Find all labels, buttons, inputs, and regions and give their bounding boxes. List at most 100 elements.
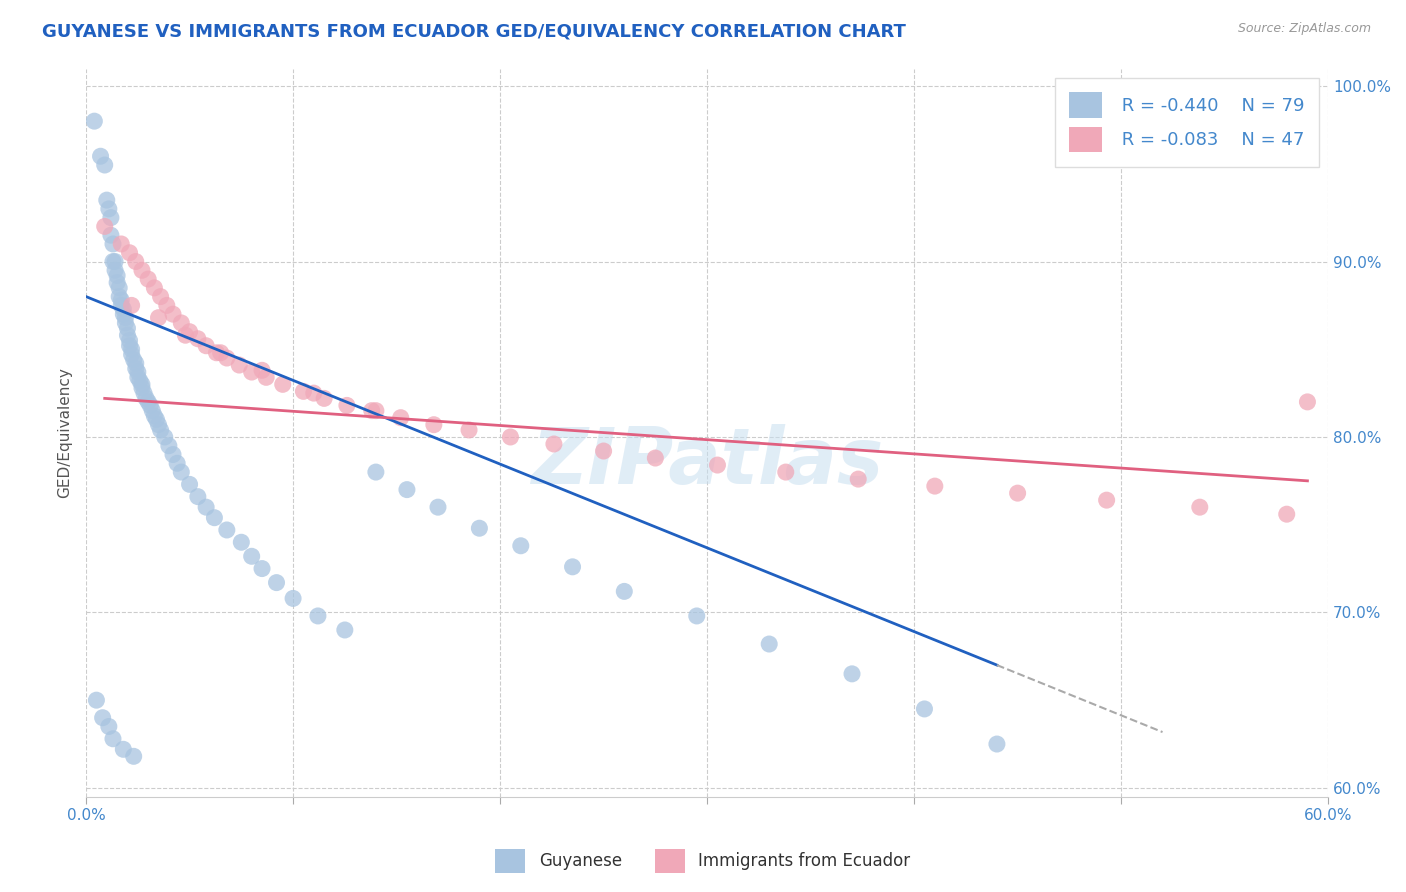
- Point: [121, 298, 143, 312]
- Point: [118, 334, 141, 348]
- Point: [205, 345, 228, 359]
- Point: [758, 637, 780, 651]
- Point: [125, 254, 148, 268]
- Point: [91, 711, 114, 725]
- Point: [90, 149, 112, 163]
- Point: [179, 325, 201, 339]
- Point: [110, 237, 132, 252]
- Point: [228, 358, 250, 372]
- Point: [83, 114, 105, 128]
- Point: [149, 290, 172, 304]
- Point: [112, 742, 135, 756]
- Point: [215, 351, 238, 365]
- Point: [266, 575, 288, 590]
- Point: [141, 403, 163, 417]
- Point: [1275, 507, 1298, 521]
- Point: [145, 412, 167, 426]
- Point: [162, 448, 184, 462]
- Point: [100, 228, 122, 243]
- Text: GUYANESE VS IMMIGRANTS FROM ECUADOR GED/EQUIVALENCY CORRELATION CHART: GUYANESE VS IMMIGRANTS FROM ECUADOR GED/…: [42, 22, 905, 40]
- Point: [179, 477, 201, 491]
- Point: [204, 510, 226, 524]
- Point: [1188, 500, 1211, 515]
- Point: [250, 363, 273, 377]
- Point: [122, 352, 145, 367]
- Point: [166, 456, 188, 470]
- Point: [156, 298, 179, 312]
- Point: [240, 549, 263, 564]
- Point: [240, 365, 263, 379]
- Point: [136, 395, 159, 409]
- Point: [775, 465, 797, 479]
- Point: [292, 384, 315, 399]
- Point: [136, 272, 159, 286]
- Point: [101, 731, 124, 746]
- Point: [509, 539, 531, 553]
- Point: [105, 276, 128, 290]
- Point: [153, 430, 176, 444]
- Point: [162, 307, 184, 321]
- Point: [110, 293, 132, 307]
- Point: [131, 263, 153, 277]
- Point: [841, 666, 863, 681]
- Point: [131, 381, 153, 395]
- Point: [209, 345, 232, 359]
- Point: [100, 211, 122, 225]
- Point: [706, 458, 728, 472]
- Point: [846, 472, 869, 486]
- Point: [127, 365, 149, 379]
- Point: [118, 339, 141, 353]
- Point: [336, 398, 359, 412]
- Point: [170, 465, 193, 479]
- Point: [105, 268, 128, 283]
- Point: [644, 450, 666, 465]
- Point: [101, 237, 124, 252]
- Point: [986, 737, 1008, 751]
- Point: [108, 281, 131, 295]
- Text: Source: ZipAtlas.com: Source: ZipAtlas.com: [1237, 22, 1371, 36]
- Point: [114, 310, 136, 325]
- Point: [108, 290, 131, 304]
- Point: [135, 392, 157, 406]
- Text: ZIPatlas: ZIPatlas: [531, 424, 883, 500]
- Point: [104, 254, 127, 268]
- Point: [499, 430, 522, 444]
- Point: [148, 417, 170, 432]
- Point: [149, 423, 172, 437]
- Point: [86, 693, 108, 707]
- Point: [389, 410, 412, 425]
- Point: [271, 377, 294, 392]
- Point: [125, 361, 148, 376]
- Point: [360, 403, 382, 417]
- Legend: Guyanese, Immigrants from Ecuador: Guyanese, Immigrants from Ecuador: [489, 842, 917, 880]
- Point: [307, 609, 329, 624]
- Legend:  R = -0.440    N = 79,  R = -0.083    N = 47: R = -0.440 N = 79, R = -0.083 N = 47: [1054, 78, 1319, 167]
- Point: [195, 500, 218, 515]
- Point: [122, 749, 145, 764]
- Point: [364, 465, 387, 479]
- Point: [125, 356, 148, 370]
- Point: [132, 386, 155, 401]
- Point: [112, 307, 135, 321]
- Point: [254, 370, 277, 384]
- Point: [97, 202, 120, 216]
- Point: [93, 158, 115, 172]
- Point: [131, 377, 153, 392]
- Point: [117, 328, 139, 343]
- Point: [592, 444, 614, 458]
- Point: [314, 392, 336, 406]
- Y-axis label: GED/Equivalency: GED/Equivalency: [58, 368, 72, 498]
- Point: [281, 591, 304, 606]
- Point: [128, 374, 150, 388]
- Point: [1095, 493, 1118, 508]
- Point: [118, 245, 141, 260]
- Point: [93, 219, 115, 234]
- Point: [143, 409, 166, 423]
- Point: [112, 301, 135, 316]
- Point: [924, 479, 946, 493]
- Point: [114, 316, 136, 330]
- Point: [468, 521, 491, 535]
- Point: [561, 559, 583, 574]
- Point: [187, 490, 209, 504]
- Point: [914, 702, 936, 716]
